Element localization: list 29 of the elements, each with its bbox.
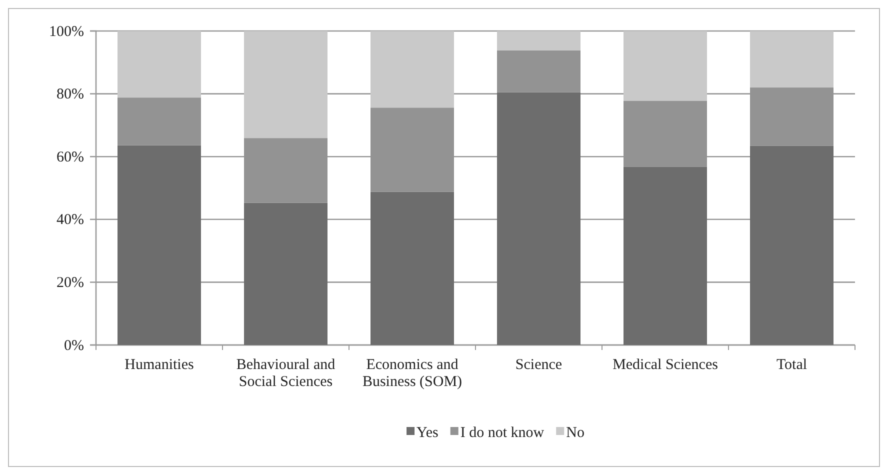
x-tick-label: Humanities [124,357,194,373]
x-tick-label: Medical Sciences [612,357,718,373]
bar [370,31,454,108]
bar [624,166,707,345]
bar [750,31,834,88]
bar [118,145,201,345]
bar [497,92,580,345]
y-tick-label: 20% [56,275,84,291]
y-tick-label: 100% [49,24,84,40]
bar [497,50,580,92]
y-tick-label: 80% [56,86,84,103]
x-tick-label: Economics and Business (SOM) [362,357,462,390]
x-tick-label: Total [776,357,808,373]
x-tick-label: Science [515,357,562,373]
bar [370,192,454,345]
y-tick-label: 0% [64,338,84,354]
bar [244,202,328,345]
bar [118,31,201,98]
legend-label: No [566,425,584,441]
bar [244,31,328,138]
y-tick-label: 60% [56,149,84,166]
bar [624,31,707,101]
bar [750,146,834,345]
legend-label: I do not know [460,425,544,441]
bar [118,98,201,146]
legend-label: Yes [416,425,439,441]
bar [497,31,580,50]
y-tick-label: 40% [56,212,84,228]
x-tick-label: Behavioural and Social Sciences [236,357,336,390]
